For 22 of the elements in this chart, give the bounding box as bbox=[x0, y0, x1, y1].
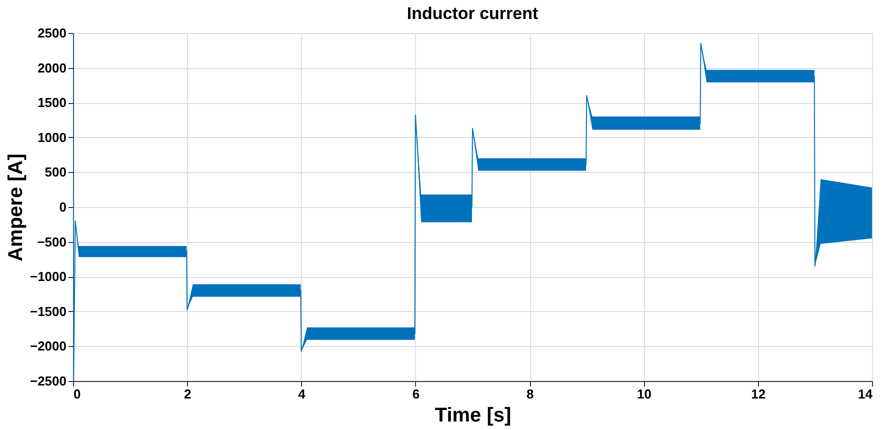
x-tick-label: 8 bbox=[526, 386, 534, 402]
x-tick-label: 10 bbox=[636, 386, 652, 402]
y-tick-label: 1000 bbox=[38, 130, 66, 145]
y-tick-label: −500 bbox=[37, 234, 66, 250]
x-tick-label: 14 bbox=[858, 386, 874, 402]
x-tick-label: 0 bbox=[74, 386, 81, 402]
y-tick-label: −1500 bbox=[30, 304, 66, 319]
y-tick-label: 2500 bbox=[38, 26, 66, 40]
y-tick-label: −2500 bbox=[30, 374, 66, 388]
y-tick-label: 2000 bbox=[38, 60, 66, 76]
x-axis-title: Time [s] bbox=[434, 404, 512, 426]
x-tick-label: 12 bbox=[751, 386, 766, 402]
x-tick-label: 4 bbox=[298, 386, 306, 402]
y-tick-label: 1500 bbox=[38, 95, 66, 110]
y-tick-label: −1000 bbox=[30, 269, 66, 284]
y-tick-label: −2000 bbox=[30, 338, 66, 354]
y-tick-label: 0 bbox=[59, 200, 66, 214]
y-axis-title: Ampere [A] bbox=[4, 154, 27, 262]
y-tick-label: 500 bbox=[44, 164, 66, 180]
chart-title: Inductor current bbox=[406, 4, 538, 23]
x-tick-label: 6 bbox=[412, 386, 420, 402]
x-tick-label: 2 bbox=[184, 386, 192, 402]
